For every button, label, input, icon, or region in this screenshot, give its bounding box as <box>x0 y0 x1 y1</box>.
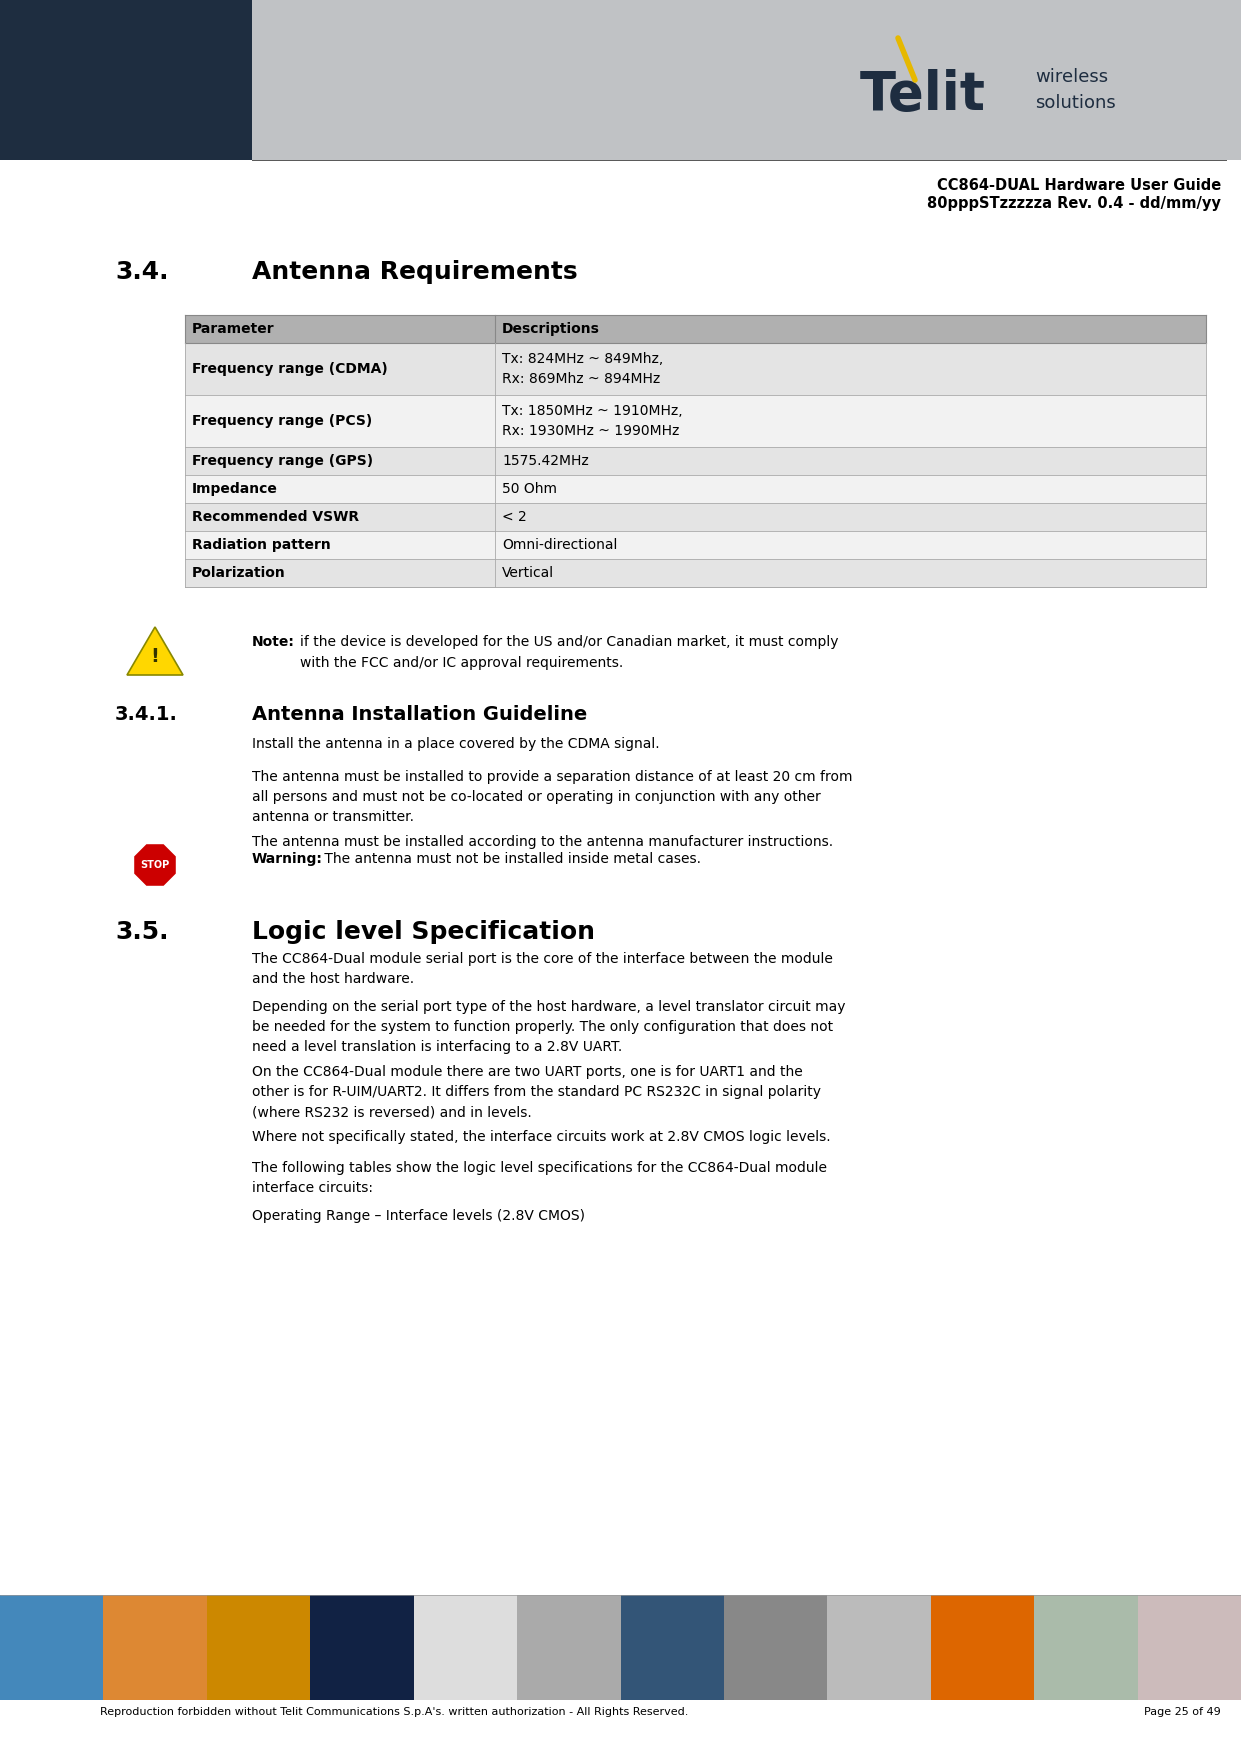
Text: if the device is developed for the US and/or Canadian market, it must comply
wit: if the device is developed for the US an… <box>300 635 839 670</box>
Bar <box>185 448 1206 476</box>
Bar <box>185 476 1206 504</box>
Text: !: ! <box>150 648 159 667</box>
Bar <box>185 560 1206 586</box>
Text: Tx: 1850MHz ~ 1910MHz,
Rx: 1930MHz ~ 1990MHz: Tx: 1850MHz ~ 1910MHz, Rx: 1930MHz ~ 199… <box>503 404 683 439</box>
Bar <box>620 1595 724 1701</box>
Text: The antenna must be installed according to the antenna manufacturer instructions: The antenna must be installed according … <box>252 835 833 849</box>
Bar <box>413 1595 517 1701</box>
Bar <box>185 314 1206 342</box>
Text: Page 25 of 49: Page 25 of 49 <box>1144 1708 1221 1716</box>
Text: Tx: 824MHz ~ 849Mhz,
Rx: 869Mhz ~ 894MHz: Tx: 824MHz ~ 849Mhz, Rx: 869Mhz ~ 894MHz <box>503 353 663 386</box>
Text: 3.5.: 3.5. <box>115 920 169 944</box>
Text: On the CC864-Dual module there are two UART ports, one is for UART1 and the
othe: On the CC864-Dual module there are two U… <box>252 1065 822 1120</box>
Bar <box>1138 1595 1241 1701</box>
Text: CC864-DUAL Hardware User Guide: CC864-DUAL Hardware User Guide <box>937 177 1221 193</box>
Text: The following tables show the logic level specifications for the CC864-Dual modu: The following tables show the logic leve… <box>252 1162 827 1195</box>
Text: Radiation pattern: Radiation pattern <box>192 539 331 553</box>
Text: Frequency range (CDMA): Frequency range (CDMA) <box>192 362 387 376</box>
Text: Parameter: Parameter <box>192 321 274 335</box>
Text: 1575.42MHz: 1575.42MHz <box>503 455 588 469</box>
Bar <box>1034 1595 1138 1701</box>
Bar <box>207 1595 310 1701</box>
Text: Frequency range (PCS): Frequency range (PCS) <box>192 414 372 428</box>
Bar <box>0 0 252 160</box>
Text: Frequency range (GPS): Frequency range (GPS) <box>192 455 374 469</box>
Text: Polarization: Polarization <box>192 567 285 579</box>
Text: Note:: Note: <box>252 635 295 649</box>
Text: The antenna must not be installed inside metal cases.: The antenna must not be installed inside… <box>320 851 701 865</box>
Text: Descriptions: Descriptions <box>503 321 599 335</box>
Polygon shape <box>133 842 177 888</box>
Text: Warning:: Warning: <box>252 851 323 865</box>
Text: Antenna Installation Guideline: Antenna Installation Guideline <box>252 706 587 725</box>
Bar <box>310 1595 413 1701</box>
Text: Vertical: Vertical <box>503 567 555 579</box>
Text: Telit: Telit <box>860 68 987 121</box>
Bar <box>185 342 1206 395</box>
Bar <box>828 1595 931 1701</box>
Text: 50 Ohm: 50 Ohm <box>503 483 557 497</box>
Text: 3.4.: 3.4. <box>115 260 169 284</box>
Text: Impedance: Impedance <box>192 483 278 497</box>
Text: solutions: solutions <box>1035 95 1116 112</box>
Bar <box>185 532 1206 560</box>
Text: Antenna Requirements: Antenna Requirements <box>252 260 577 284</box>
Text: wireless: wireless <box>1035 68 1108 86</box>
Text: The CC864-Dual module serial port is the core of the interface between the modul: The CC864-Dual module serial port is the… <box>252 951 833 986</box>
Bar <box>185 395 1206 448</box>
Text: Reproduction forbidden without Telit Communications S.p.A's. written authorizati: Reproduction forbidden without Telit Com… <box>101 1708 689 1716</box>
Text: 80pppSTzzzzza Rev. 0.4 - dd/mm/yy: 80pppSTzzzzza Rev. 0.4 - dd/mm/yy <box>927 197 1221 211</box>
Bar <box>724 1595 828 1701</box>
Text: Depending on the serial port type of the host hardware, a level translator circu: Depending on the serial port type of the… <box>252 1000 845 1055</box>
Text: Recommended VSWR: Recommended VSWR <box>192 511 359 525</box>
Bar <box>517 1595 620 1701</box>
Bar <box>185 504 1206 532</box>
Bar <box>0 1595 103 1701</box>
Text: < 2: < 2 <box>503 511 526 525</box>
Text: 3.4.1.: 3.4.1. <box>115 706 177 725</box>
Text: Logic level Specification: Logic level Specification <box>252 920 594 944</box>
Polygon shape <box>127 627 182 676</box>
Text: Omni-directional: Omni-directional <box>503 539 617 553</box>
Bar <box>931 1595 1034 1701</box>
Text: Install the antenna in a place covered by the CDMA signal.: Install the antenna in a place covered b… <box>252 737 660 751</box>
Bar <box>252 0 1241 160</box>
Text: The antenna must be installed to provide a separation distance of at least 20 cm: The antenna must be installed to provide… <box>252 770 853 825</box>
Text: STOP: STOP <box>140 860 170 870</box>
Text: Where not specifically stated, the interface circuits work at 2.8V CMOS logic le: Where not specifically stated, the inter… <box>252 1130 830 1144</box>
Bar <box>103 1595 207 1701</box>
Text: Operating Range – Interface levels (2.8V CMOS): Operating Range – Interface levels (2.8V… <box>252 1209 585 1223</box>
